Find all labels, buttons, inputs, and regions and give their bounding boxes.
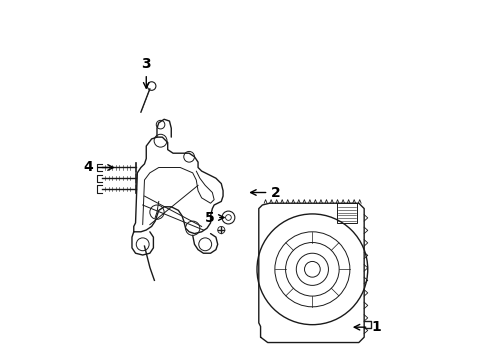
Text: 2: 2 [250,185,281,199]
Text: 4: 4 [83,161,113,175]
Text: 5: 5 [204,211,224,225]
Text: 1: 1 [353,320,380,334]
Text: 3: 3 [141,57,151,88]
Bar [337,203,356,223]
